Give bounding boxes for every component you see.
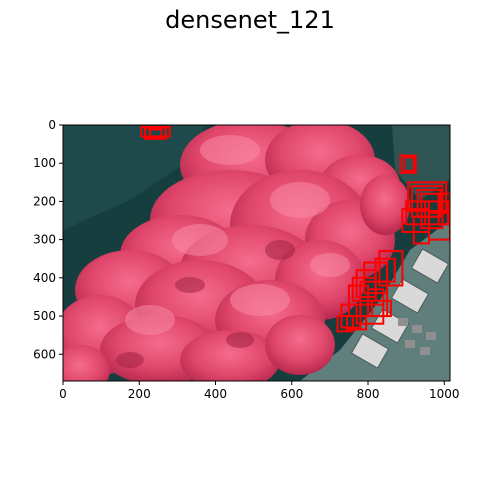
y-tick-label: 400 [33, 271, 56, 285]
detection-box [148, 128, 163, 139]
detection-box [407, 181, 448, 212]
y-tick-label: 600 [33, 347, 56, 361]
y-tick-label: 500 [33, 309, 56, 323]
detection-box [336, 315, 354, 333]
x-tick-label: 200 [128, 387, 151, 401]
y-tick-label: 200 [33, 194, 56, 208]
detection-boxes [140, 125, 450, 333]
x-tick-label: 0 [59, 387, 67, 401]
y-axis: 0 100 200 300 400 500 600 [33, 118, 63, 361]
detection-box [370, 299, 392, 318]
x-tick-label: 1000 [429, 387, 460, 401]
y-tick-label: 0 [48, 118, 56, 132]
axes-frame [62, 124, 451, 382]
y-tick-label: 100 [33, 156, 56, 170]
y-tick-label: 300 [33, 233, 56, 247]
figure-title: densenet_121 [165, 6, 335, 34]
x-tick-label: 800 [357, 387, 380, 401]
detection-box [143, 127, 167, 140]
detection-box [420, 192, 444, 230]
detection-box [437, 192, 450, 226]
detection-box [399, 154, 417, 174]
x-tick-label: 600 [280, 387, 303, 401]
x-axis: 0 200 400 600 800 1000 [59, 381, 460, 401]
detection-box [403, 156, 415, 172]
aerial-image [63, 125, 450, 381]
detection-box [378, 250, 404, 287]
x-tick-label: 400 [204, 387, 227, 401]
detection-box [355, 303, 385, 325]
